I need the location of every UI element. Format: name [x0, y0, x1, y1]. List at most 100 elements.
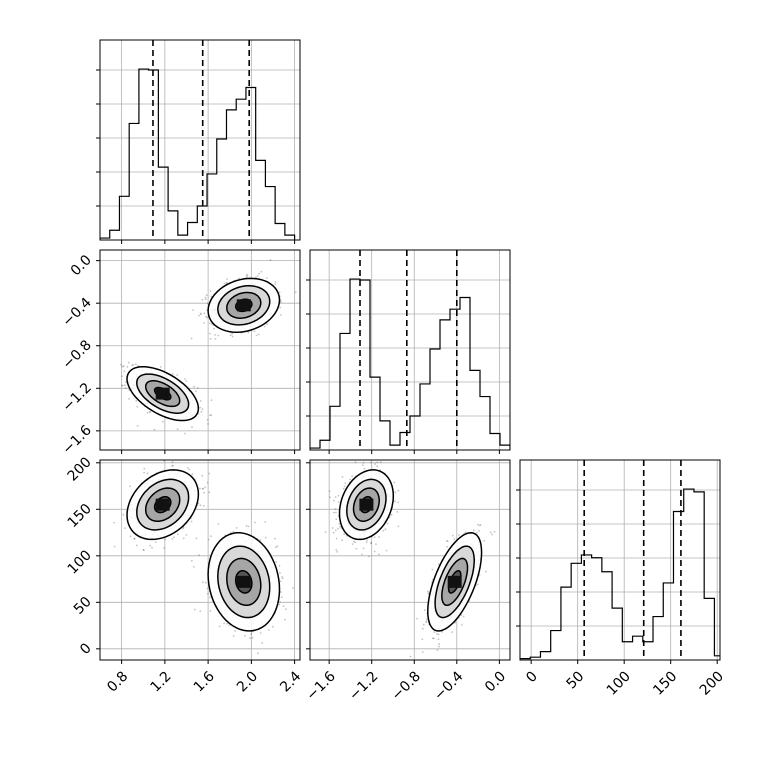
sample-point — [247, 331, 250, 334]
y-tick-label: 0.0 — [68, 252, 95, 279]
sample-point — [343, 533, 346, 536]
sample-point — [476, 583, 479, 586]
sample-point — [251, 636, 254, 639]
sample-point — [396, 511, 399, 513]
sample-point — [266, 323, 268, 326]
sample-point — [422, 627, 424, 630]
sample-point — [207, 538, 210, 541]
sample-point — [153, 428, 156, 431]
sample-point — [210, 399, 213, 402]
sample-point — [149, 544, 152, 547]
sample-point — [361, 464, 364, 466]
density-panel-p2-p3: −1.6 −1.2 −0.8 −0.4 0.0 — [304, 453, 511, 704]
sample-point — [388, 453, 390, 455]
sample-point — [366, 539, 368, 541]
sample-point — [123, 370, 126, 373]
sample-point — [265, 277, 268, 279]
sample-point — [351, 475, 353, 478]
sample-point — [217, 523, 220, 525]
sample-point — [436, 633, 438, 635]
sample-point — [206, 587, 209, 590]
density-peak — [236, 299, 251, 312]
sample-point — [159, 366, 162, 368]
sample-point — [337, 494, 340, 497]
sample-point — [260, 270, 263, 273]
y-tick-label: 100 — [65, 547, 95, 577]
sample-point — [171, 373, 174, 375]
density-peak — [447, 575, 462, 588]
sample-point — [274, 537, 276, 540]
sample-point — [457, 534, 460, 536]
sample-point — [245, 524, 248, 527]
sample-point — [208, 472, 211, 475]
sample-point — [163, 547, 166, 549]
x-tick-label: 50 — [564, 668, 588, 692]
sample-point — [354, 461, 357, 464]
sample-point — [120, 363, 122, 366]
sample-point — [437, 638, 440, 641]
sample-point — [192, 309, 195, 311]
sample-point — [328, 490, 331, 493]
sample-point — [472, 529, 475, 532]
sample-point — [164, 538, 167, 541]
sample-point — [376, 465, 379, 468]
sample-point — [331, 527, 334, 529]
sample-point — [263, 325, 266, 328]
sample-point — [337, 501, 340, 503]
sample-point — [171, 461, 174, 463]
sample-point — [121, 375, 123, 378]
sample-point — [191, 426, 193, 429]
sample-point — [335, 537, 338, 540]
sample-point — [207, 423, 209, 425]
y-tick-label: 0 — [77, 640, 95, 658]
sample-point — [341, 476, 344, 478]
sample-point — [127, 361, 130, 364]
sample-point — [335, 511, 337, 514]
sample-point — [279, 601, 281, 603]
sample-point — [113, 545, 116, 548]
sample-point — [231, 335, 234, 338]
sample-point — [302, 545, 304, 547]
sample-point — [143, 471, 146, 474]
sample-point — [390, 513, 393, 516]
y-tick-label: −0.8 — [59, 337, 94, 372]
sample-point — [378, 536, 380, 538]
sample-point — [478, 530, 481, 532]
sample-point — [209, 610, 212, 612]
y-tick-label: 200 — [65, 454, 95, 484]
sample-point — [254, 521, 256, 524]
sample-point — [424, 609, 426, 612]
sample-point — [363, 467, 366, 470]
sample-point — [132, 363, 135, 366]
density-peak — [155, 498, 170, 511]
sample-point — [491, 533, 493, 536]
sample-point — [205, 294, 208, 296]
sample-point — [478, 524, 481, 527]
sample-point — [253, 330, 256, 333]
sample-point — [128, 398, 130, 400]
sample-point — [232, 635, 235, 637]
sample-point — [231, 332, 234, 335]
sample-point — [274, 283, 277, 286]
density-panel-p1-p3: 0 50 100 150 200 0.8 1.2 1.6 2.0 2.4 — [65, 454, 305, 695]
sample-point — [171, 538, 174, 540]
x-tick-label: −0.8 — [389, 668, 424, 703]
sample-point — [146, 412, 149, 414]
sample-point — [235, 527, 238, 529]
sample-point — [378, 553, 380, 556]
sample-point — [234, 630, 237, 632]
sample-point — [446, 545, 448, 548]
sample-point — [244, 634, 246, 637]
sample-point — [256, 275, 259, 277]
sample-point — [213, 327, 215, 330]
sample-point — [365, 541, 368, 544]
sample-point — [282, 605, 285, 607]
sample-point — [229, 334, 232, 337]
sample-point — [191, 473, 194, 476]
sample-point — [292, 587, 294, 589]
sample-point — [278, 564, 281, 567]
sample-point — [209, 332, 211, 335]
sample-point — [397, 525, 400, 528]
sample-point — [172, 464, 174, 467]
